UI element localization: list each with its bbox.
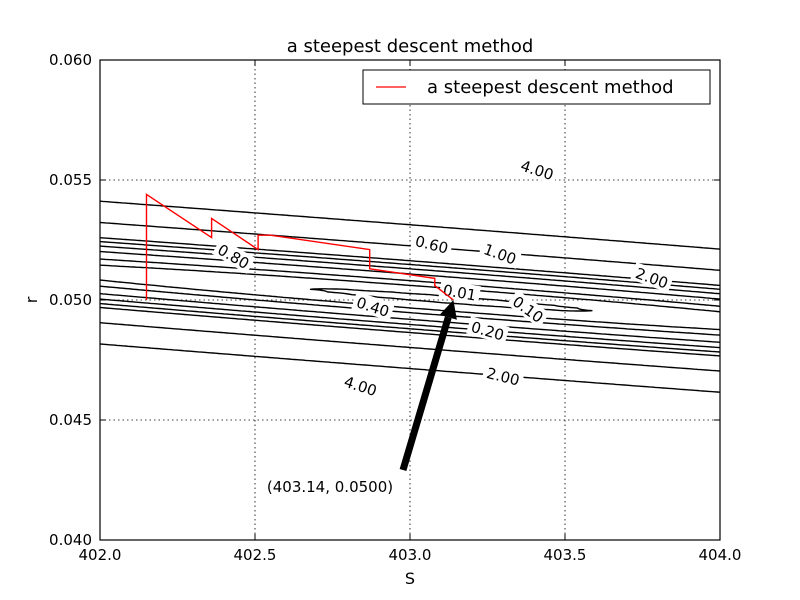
contour-label-background (211, 238, 256, 274)
y-tick-label: 0.050 (49, 291, 92, 309)
legend-entry-label: a steepest descent method (427, 77, 674, 98)
contour-label-background (410, 230, 454, 258)
annotation-text: (403.14, 0.0500) (267, 478, 393, 496)
y-axis-label: r (22, 296, 41, 303)
contour-label-background (515, 154, 560, 185)
legend: a steepest descent method (362, 69, 711, 105)
contour-level-0.80 (100, 240, 720, 353)
axis-ticks: 402.0 402.5 403.0 403.5 404.0 0.040 0.045 0.050… (49, 51, 741, 564)
x-tick-label: 402.0 (79, 546, 122, 564)
contour-label-background (481, 362, 525, 390)
annotation: (403.14, 0.0500) (267, 300, 457, 496)
contour-label-background (338, 370, 383, 401)
contour-label-background (478, 238, 523, 269)
x-axis-label: S (405, 569, 415, 588)
contour-label-background (438, 279, 482, 305)
chart-title: a steepest descent method (287, 36, 534, 57)
y-tick-label: 0.045 (49, 411, 92, 429)
x-tick-label: 404.0 (699, 546, 742, 564)
descent-path (145, 193, 454, 301)
x-tick-label: 402.5 (234, 546, 277, 564)
x-tick-label: 403.0 (389, 546, 432, 564)
y-tick-label: 0.055 (49, 171, 92, 189)
x-tick-label: 403.5 (544, 546, 587, 564)
annotation-arrow-head (439, 300, 457, 320)
contour-label-background (466, 316, 510, 345)
descent-path-line (145, 193, 454, 301)
y-tick-label: 0.060 (49, 51, 92, 69)
contour-label-background (351, 291, 395, 321)
contour-label-background (630, 262, 675, 293)
contour-level-0.20 (100, 258, 720, 336)
contour-label-background (506, 289, 550, 328)
y-tick-label: 0.040 (49, 531, 92, 549)
contour-label: 1.00 (478, 238, 523, 269)
legend-box (362, 69, 711, 105)
contour-level-4.00 (100, 200, 720, 393)
annotation-arrow-shaft (399, 316, 452, 471)
